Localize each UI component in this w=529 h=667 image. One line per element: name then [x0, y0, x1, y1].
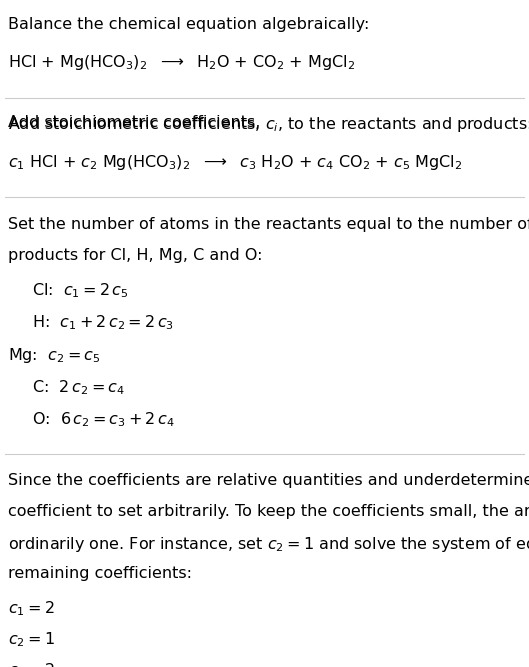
- Text: C:  $2\,c_2 = c_4$: C: $2\,c_2 = c_4$: [32, 378, 124, 397]
- Text: O:  $6\,c_2 = c_3 + 2\,c_4$: O: $6\,c_2 = c_3 + 2\,c_4$: [32, 410, 175, 429]
- Text: Mg:  $c_2 = c_5$: Mg: $c_2 = c_5$: [8, 346, 101, 365]
- Text: $c_1$ HCl + $c_2$ Mg(HCO$_3$)$_2$  $\longrightarrow$  $c_3$ H$_2$O + $c_4$ CO$_2: $c_1$ HCl + $c_2$ Mg(HCO$_3$)$_2$ $\long…: [8, 153, 462, 171]
- Text: $c_2 = 1$: $c_2 = 1$: [8, 630, 54, 649]
- Text: remaining coefficients:: remaining coefficients:: [8, 566, 192, 581]
- Text: Add stoichiometric coefficients, $c_i$, to the reactants and products:: Add stoichiometric coefficients, $c_i$, …: [8, 115, 529, 133]
- Text: $c_3 = 2$: $c_3 = 2$: [8, 661, 54, 667]
- Text: $c_1 = 2$: $c_1 = 2$: [8, 600, 54, 618]
- Text: Cl:  $c_1 = 2\,c_5$: Cl: $c_1 = 2\,c_5$: [32, 281, 129, 300]
- Text: Since the coefficients are relative quantities and underdetermined, choose a: Since the coefficients are relative quan…: [8, 474, 529, 488]
- Text: ordinarily one. For instance, set $c_2 = 1$ and solve the system of equations fo: ordinarily one. For instance, set $c_2 =…: [8, 535, 529, 554]
- Text: coefficient to set arbitrarily. To keep the coefficients small, the arbitrary va: coefficient to set arbitrarily. To keep …: [8, 504, 529, 519]
- Text: products for Cl, H, Mg, C and O:: products for Cl, H, Mg, C and O:: [8, 248, 262, 263]
- Text: HCl + Mg(HCO$_3$)$_2$  $\longrightarrow$  H$_2$O + CO$_2$ + MgCl$_2$: HCl + Mg(HCO$_3$)$_2$ $\longrightarrow$ …: [8, 53, 355, 72]
- Text: Balance the chemical equation algebraically:: Balance the chemical equation algebraica…: [8, 17, 369, 31]
- Text: Add stoichiometric coefficients,: Add stoichiometric coefficients,: [8, 115, 266, 129]
- Text: H:  $c_1 + 2\,c_2 = 2\,c_3$: H: $c_1 + 2\,c_2 = 2\,c_3$: [32, 313, 174, 332]
- Text: Set the number of atoms in the reactants equal to the number of atoms in the: Set the number of atoms in the reactants…: [8, 217, 529, 232]
